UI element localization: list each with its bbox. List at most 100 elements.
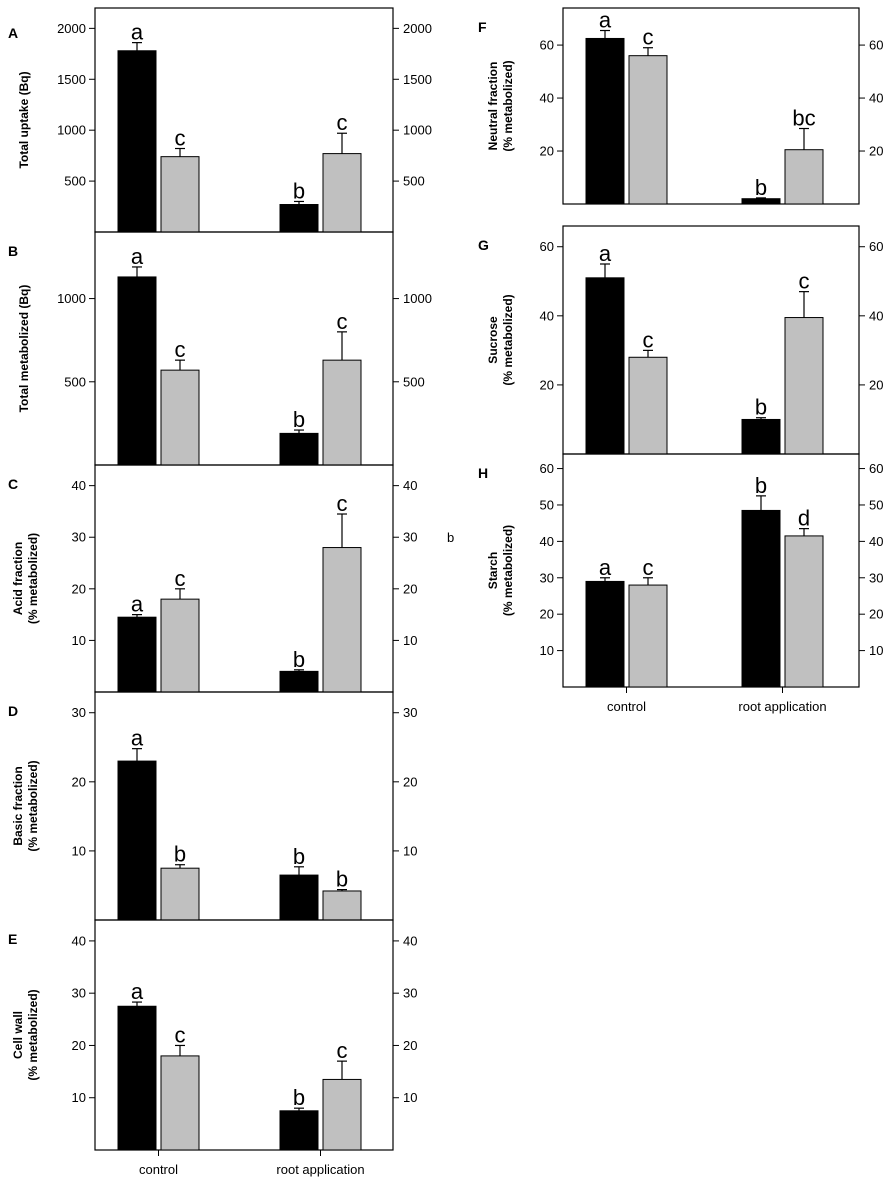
y-tick-label-right: 10 <box>869 643 883 658</box>
significance-letter: a <box>599 555 612 580</box>
significance-letter: c <box>643 327 654 352</box>
y-tick-label-right: 20 <box>869 144 883 159</box>
bar-series-1-0 <box>117 276 157 466</box>
y-tick-label-right: 1500 <box>403 72 432 87</box>
y-tick-label-right: 10 <box>403 633 417 648</box>
y-tick-label-right: 60 <box>869 38 883 53</box>
y-tick-label-left: 500 <box>64 374 86 389</box>
y-axis-label: Basic fraction <box>11 766 25 845</box>
x-category-label: root application <box>276 1162 364 1177</box>
bar-series-2-0 <box>628 55 668 205</box>
significance-letter: a <box>599 241 612 266</box>
y-tick-label-right: 30 <box>403 705 417 720</box>
panel-letter: G <box>478 237 489 253</box>
y-axis-label: Cell wall <box>11 1011 25 1059</box>
panel-c: 10 10 20 20 30 30 40 40 C Acid fraction (% metabol… <box>8 464 417 693</box>
y-tick-label-right: 40 <box>403 478 417 493</box>
bar-series-2-1 <box>322 547 362 693</box>
y-tick-label-left: 40 <box>540 91 554 106</box>
y-tick-label-left: 1500 <box>57 72 86 87</box>
y-tick-label-right: 30 <box>403 986 417 1001</box>
significance-letter: a <box>131 726 144 751</box>
y-tick-label-left: 20 <box>540 377 554 392</box>
y-tick-label-left: 20 <box>72 581 86 596</box>
bar-series-2-0 <box>160 369 200 466</box>
y-tick-label-right: 60 <box>869 239 883 254</box>
significance-letter: a <box>131 20 144 45</box>
bar-series-1-0 <box>117 760 157 921</box>
significance-letter: c <box>175 566 186 591</box>
y-tick-label-right: 500 <box>403 374 425 389</box>
bar-series-1-1 <box>279 432 319 466</box>
y-tick-label-right: 500 <box>403 174 425 189</box>
significance-letter: b <box>755 175 767 200</box>
panel-letter: F <box>478 19 487 35</box>
y-tick-label-right: 1000 <box>403 123 432 138</box>
panel-b: 500 500 1000 1000 B Total metabolized (Bq) a c b… <box>8 231 432 466</box>
bar-series-2-1 <box>322 1078 362 1151</box>
x-category-label: control <box>139 1162 178 1177</box>
bar-series-2-0 <box>628 584 668 688</box>
panel-letter: C <box>8 476 18 492</box>
y-tick-label-left: 20 <box>72 1038 86 1053</box>
y-tick-label-right: 40 <box>869 91 883 106</box>
y-axis-label: Acid fraction <box>11 542 25 615</box>
y-tick-label-left: 30 <box>72 530 86 545</box>
y-axis-label: (% metabolized) <box>501 60 515 151</box>
bar-series-1-0 <box>585 580 625 688</box>
y-tick-label-left: 60 <box>540 239 554 254</box>
y-axis-label: (% metabolized) <box>26 989 40 1080</box>
significance-letter: b <box>293 844 305 869</box>
y-tick-label-left: 1000 <box>57 291 86 306</box>
significance-letter: d <box>798 506 810 531</box>
y-tick-label-right: 30 <box>869 570 883 585</box>
y-tick-label-left: 10 <box>72 1090 86 1105</box>
panel-f: 20 20 40 40 60 60 F Neutral fraction (% metaboli… <box>478 7 883 205</box>
panel-letter: A <box>8 25 18 41</box>
significance-letter: b <box>755 395 767 420</box>
y-tick-label-left: 2000 <box>57 21 86 36</box>
y-tick-label-right: 30 <box>403 530 417 545</box>
significance-letter: bc <box>792 106 815 131</box>
bar-series-2-0 <box>160 156 200 233</box>
y-tick-label-left: 20 <box>540 607 554 622</box>
bar-series-2-1 <box>784 535 824 688</box>
y-tick-label-right: 2000 <box>403 21 432 36</box>
x-axis-right: control root application <box>607 687 827 714</box>
y-tick-label-left: 40 <box>540 308 554 323</box>
panel-frame <box>94 919 394 1151</box>
y-tick-label-right: 40 <box>869 308 883 323</box>
panel-letter: B <box>8 243 18 259</box>
significance-letter: a <box>599 8 612 33</box>
significance-letter: a <box>131 592 144 617</box>
bar-series-1-0 <box>117 616 157 693</box>
significance-letter: b <box>336 867 348 892</box>
bar-series-1-1 <box>279 204 319 233</box>
significance-letter: b <box>174 842 186 867</box>
significance-letter: b <box>293 647 305 672</box>
significance-letter: c <box>175 126 186 151</box>
y-axis-label: Sucrose <box>486 316 500 364</box>
y-tick-label-right: 1000 <box>403 291 432 306</box>
bar-series-1-1 <box>741 418 781 455</box>
significance-letter: c <box>643 25 654 50</box>
y-tick-label-left: 10 <box>72 843 86 858</box>
significance-letter: c <box>799 269 810 294</box>
y-axis-label: Neutral fraction <box>486 62 500 151</box>
bar-series-1-1 <box>279 670 319 693</box>
y-tick-label-left: 30 <box>540 570 554 585</box>
bar-series-2-0 <box>160 598 200 693</box>
panel-letter: D <box>8 703 18 719</box>
bar-series-1-0 <box>585 37 625 205</box>
significance-letter: c <box>337 1038 348 1063</box>
bar-series-2-1 <box>322 359 362 466</box>
significance-letter: b <box>293 407 305 432</box>
bar-series-1-1 <box>279 874 319 921</box>
y-tick-label-right: 10 <box>403 1090 417 1105</box>
y-tick-label-left: 40 <box>540 534 554 549</box>
y-tick-label-right: 60 <box>869 461 883 476</box>
y-tick-label-left: 10 <box>72 633 86 648</box>
bar-series-1-0 <box>117 50 157 233</box>
y-tick-label-left: 60 <box>540 461 554 476</box>
significance-letter: b <box>293 1085 305 1110</box>
